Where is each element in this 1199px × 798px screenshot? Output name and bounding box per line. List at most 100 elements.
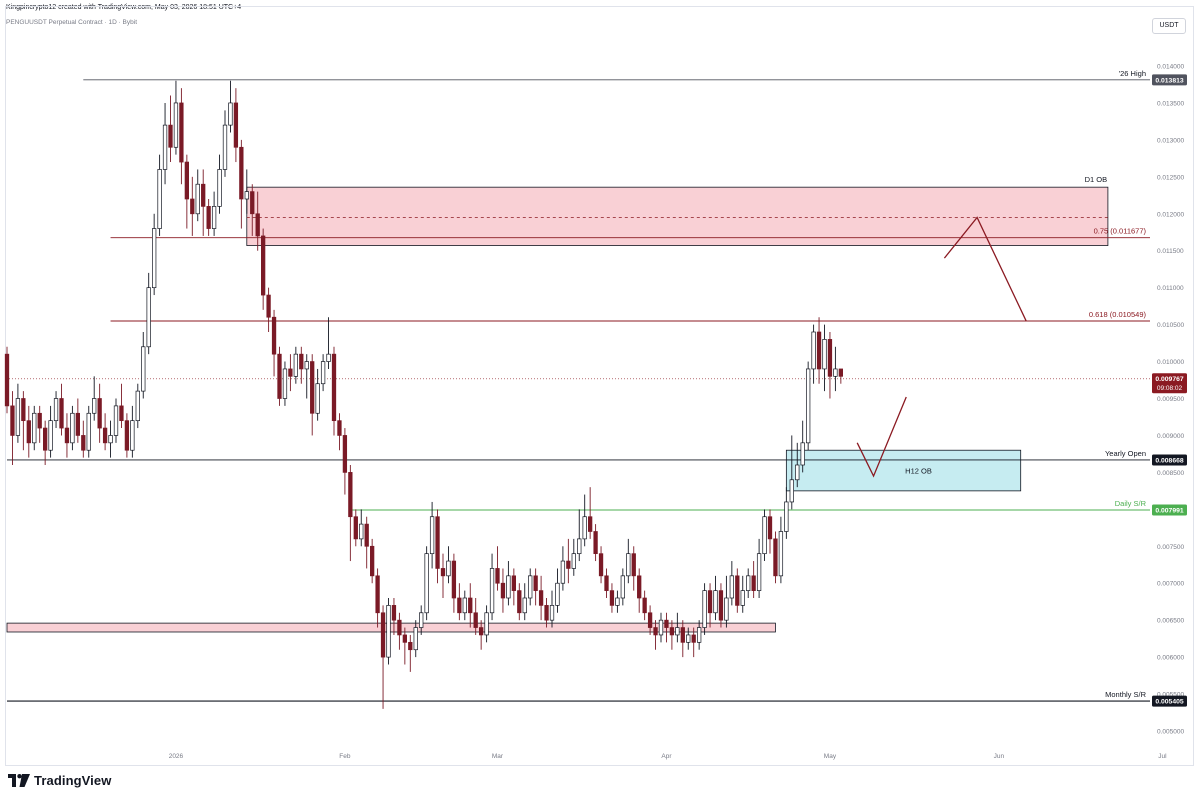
candle-body [544,605,549,621]
candle [598,546,604,584]
y-tick-label: 0.006500 [1157,618,1184,625]
candle-body [816,331,822,370]
candle [620,568,625,606]
candle-body [626,553,631,577]
candle-body [217,169,222,207]
candle [386,598,391,665]
candle [135,383,140,429]
candle [653,620,658,650]
candle-body [762,516,767,555]
price-badge-text: 0.007991 [1155,507,1184,514]
candle-body [195,183,200,215]
level-label: Daily S/R [1115,499,1147,508]
x-tick-label: Jun [994,753,1005,760]
candle-body [729,575,734,599]
candle [375,568,380,628]
candle-body [784,501,789,532]
candle [201,169,206,236]
candle [647,605,653,635]
y-tick-label: 0.012000 [1157,211,1184,218]
candle [473,598,478,635]
candle-body [255,213,260,237]
candle [10,391,15,465]
candle-body [310,361,315,414]
candle-body [756,553,762,591]
candle-body [370,545,375,577]
candle-body [320,361,326,385]
candle [691,627,696,658]
candle-body [620,575,625,599]
candle-body [130,420,135,451]
candle [244,169,249,214]
candle-body [615,597,620,606]
candle-body [647,612,653,628]
y-tick-label: 0.013500 [1157,100,1184,107]
candle-body [740,590,745,606]
candle-body [86,412,91,451]
candle-body [751,575,756,591]
candle [348,465,353,562]
candle-body [233,102,239,148]
candle-body [206,206,211,229]
currency-button[interactable]: USDT [1152,18,1186,34]
candle [331,346,337,436]
candle-body [696,627,702,643]
candle-body [773,538,778,577]
candle [211,191,217,236]
candle [146,272,151,355]
candle-body [686,634,691,643]
candle-body [10,405,15,436]
level-label: Monthly S/R [1105,690,1146,699]
candle [397,612,402,650]
x-tick-label: Jul [1158,753,1167,760]
candle [4,346,10,414]
candle-body [429,516,435,555]
candle [370,538,375,584]
candle [168,95,173,163]
candle [217,154,222,214]
candle [805,361,811,451]
price-badge: 0.007991 [1152,504,1187,516]
candle-body [168,124,173,148]
candle-body [767,516,773,540]
candle [500,568,506,613]
candle [342,428,348,495]
candle [746,568,751,598]
candle [315,368,320,421]
candle-body [631,553,636,577]
candle [571,538,576,576]
candle-body [713,590,718,614]
candle-body [173,102,179,148]
candle-body [500,582,506,599]
candle [555,568,560,613]
candle [97,383,102,443]
price-badge-text: 0.005405 [1155,699,1184,706]
candle-body [468,597,473,614]
y-tick-label: 0.007000 [1157,581,1184,588]
candle [162,102,168,185]
candle [53,391,59,429]
tradingview-logo[interactable]: TradingView [8,773,111,788]
candle [250,184,255,236]
candle-body [15,398,21,436]
symbol-info: PENGUUSDT Perpetual Contract · 1D · Bybi… [6,19,138,26]
candle-body [359,523,364,540]
candle-body [380,612,386,658]
level-label: 0.618 (0.010549) [1089,310,1147,319]
y-tick-label: 0.008500 [1157,470,1184,477]
candle-body [102,427,108,444]
candle [457,583,462,621]
candle-body [304,361,309,370]
candle [419,605,424,635]
candle [511,568,516,606]
candle-body [141,346,146,392]
candle-body [288,368,293,377]
candle [827,332,833,399]
candle [778,516,784,584]
candle [190,176,195,236]
candle-body [222,124,228,170]
candle-body [724,597,729,621]
levels-layer: '26 High 0.75 (0.011677) 0.618 (0.010549) Y… [6,69,1150,702]
candle [522,583,527,621]
